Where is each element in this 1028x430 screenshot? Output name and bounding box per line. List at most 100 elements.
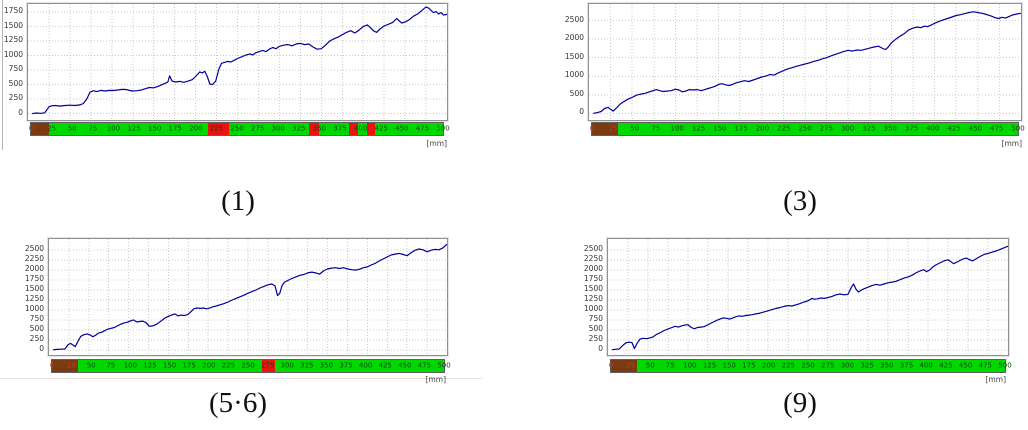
y-tick-label: 1250 xyxy=(24,294,44,303)
bar-segment-brown xyxy=(611,360,637,372)
x-tick-label: 450 xyxy=(968,124,983,133)
x-tick-label: 375 xyxy=(904,124,919,133)
x-tick-label: 100 xyxy=(670,124,684,133)
y-tick-label: 500 xyxy=(29,323,44,333)
x-tick-label: 150 xyxy=(147,124,162,133)
x-axis-unit-label: [mm] xyxy=(426,139,447,148)
y-tick-label: 1000 xyxy=(583,304,603,313)
x-axis-unit-label: [mm] xyxy=(1001,139,1022,148)
x-tick-label: 150 xyxy=(162,361,177,370)
y-tick-label: 250 xyxy=(29,333,44,343)
x-tick-label: 50 xyxy=(630,124,640,133)
y-tick-label: 1250 xyxy=(3,35,23,45)
x-tick-label: 75 xyxy=(651,124,661,133)
bar-segment-green xyxy=(318,123,350,135)
y-axis-labels: 0 250 500 750 1000 1250 1500 1750 xyxy=(0,3,25,119)
y-tick-label: 750 xyxy=(588,313,603,323)
x-tick-label: 350 xyxy=(883,124,897,133)
x-tick-label: 425 xyxy=(374,124,388,133)
profile-plot xyxy=(27,3,448,121)
window-edge-artifact xyxy=(2,0,3,150)
x-tick-label: 25 xyxy=(47,124,57,133)
x-tick-label: 175 xyxy=(182,361,196,370)
x-tick-label: 375 xyxy=(333,124,347,133)
y-tick-label: 500 xyxy=(569,88,584,98)
x-tick-label: 400 xyxy=(926,124,940,133)
x-tick-label: 325 xyxy=(862,124,876,133)
panel-caption: (3) xyxy=(783,185,817,217)
bar-segment-brown xyxy=(52,360,78,372)
bar-segment-green xyxy=(637,360,1005,372)
x-tick-label: 200 xyxy=(761,361,776,370)
x-tick-label: 125 xyxy=(691,124,706,133)
y-tick-label: 2500 xyxy=(564,14,584,24)
y-tick-label: 1250 xyxy=(583,294,603,303)
x-tick-label: 100 xyxy=(683,361,697,370)
x-tick-label: 0 xyxy=(49,361,55,370)
profile-trace xyxy=(608,239,1008,355)
y-tick-label: 1500 xyxy=(583,284,603,293)
x-tick-label: 250 xyxy=(801,361,815,370)
profile-trace xyxy=(589,4,1021,120)
y-tick-label: 500 xyxy=(8,78,23,88)
x-tick-label: 75 xyxy=(106,361,116,370)
y-axis-labels: 0 250 500 750 1000 1250 1500 1750 2000 2250 2500 xyxy=(18,238,46,354)
x-tick-label: 425 xyxy=(939,361,953,370)
x-tick-label: 250 xyxy=(230,124,244,133)
x-tick-label: 200 xyxy=(755,124,770,133)
profile-plot xyxy=(48,238,448,356)
y-tick-label: 1750 xyxy=(583,274,603,284)
y-tick-label: 2250 xyxy=(583,254,603,264)
x-tick-label: 400 xyxy=(358,361,373,370)
x-axis-unit-label: [mm] xyxy=(985,375,1006,384)
bar-segment-green xyxy=(49,123,209,135)
panel-caption: (5·6) xyxy=(209,387,267,419)
y-tick-label: 750 xyxy=(29,313,44,323)
y-tick-label: 1500 xyxy=(3,20,23,30)
x-tick-label: 325 xyxy=(860,361,874,370)
x-tick-label: 275 xyxy=(250,124,265,133)
y-tick-label: 2500 xyxy=(24,244,44,254)
x-tick-label: 150 xyxy=(713,124,727,133)
x-tick-label: 225 xyxy=(781,361,795,370)
x-tick-label: 350 xyxy=(880,361,894,370)
bar-segment-green xyxy=(228,123,309,135)
y-tick-label: 1500 xyxy=(564,51,584,61)
x-axis-unit-label: [mm] xyxy=(425,375,446,384)
x-tick-label: 500 xyxy=(1011,124,1025,133)
bar-segment-green xyxy=(274,360,444,372)
bar-segment-brown xyxy=(31,123,50,135)
x-tick-label: 425 xyxy=(947,124,961,133)
x-tick-label: 100 xyxy=(123,361,138,370)
y-tick-label: 2000 xyxy=(583,264,603,274)
x-tick-label: 475 xyxy=(978,361,992,370)
x-tick-label: 300 xyxy=(840,124,855,133)
x-tick-label: 275 xyxy=(821,361,835,370)
x-tick-label: 275 xyxy=(260,361,275,370)
y-tick-label: 0 xyxy=(18,107,23,117)
bar-segment-green xyxy=(617,123,1018,135)
x-tick-label: 25 xyxy=(67,361,77,370)
y-tick-label: 250 xyxy=(588,333,603,343)
x-tick-label: 475 xyxy=(415,124,430,133)
bar-segment-green xyxy=(375,123,443,135)
x-tick-label: 200 xyxy=(189,124,203,133)
x-tick-label: 0 xyxy=(28,124,34,133)
bar-segment-green xyxy=(77,360,263,372)
x-tick-label: 425 xyxy=(378,361,392,370)
profile-plot xyxy=(588,3,1022,121)
y-tick-label: 2500 xyxy=(583,244,603,254)
x-tick-label: 300 xyxy=(840,361,855,370)
x-tick-label: 500 xyxy=(436,124,450,133)
x-tick-label: 500 xyxy=(437,361,451,370)
x-tick-label: 125 xyxy=(143,361,157,370)
x-tick-label: 225 xyxy=(221,361,236,370)
panel-caption: (9) xyxy=(783,387,817,419)
y-tick-label: 750 xyxy=(8,64,23,74)
y-tick-label: 0 xyxy=(39,343,44,353)
y-tick-label: 1000 xyxy=(564,70,584,80)
y-tick-label: 2000 xyxy=(24,264,44,274)
x-tick-label: 475 xyxy=(417,361,432,370)
y-axis-labels: 0 250 500 750 1000 1250 1500 1750 2000 2250 2500 xyxy=(577,238,605,354)
y-tick-label: 0 xyxy=(598,343,603,353)
